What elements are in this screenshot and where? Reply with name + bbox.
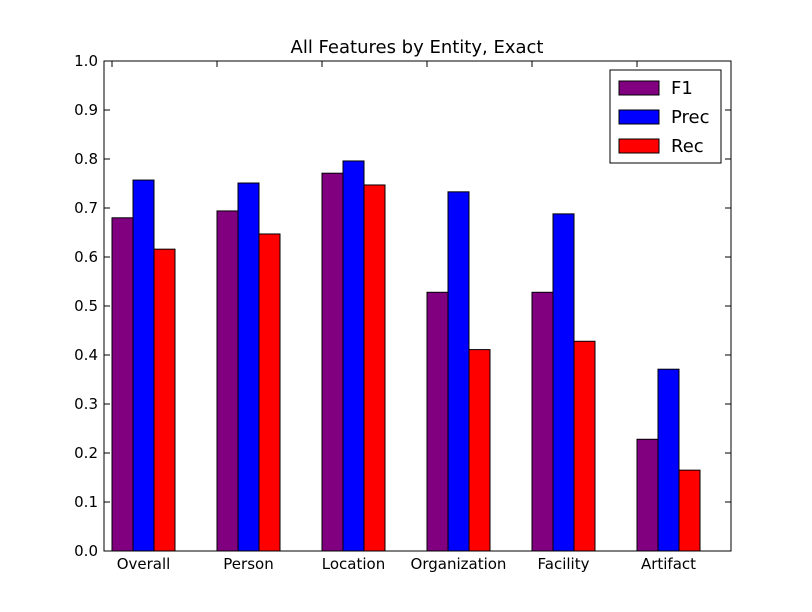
bar-prec-artifact: [657, 368, 680, 552]
bar-f1-person: [216, 210, 239, 552]
y-tick-label: 0.9: [74, 101, 98, 119]
legend-swatch-rec: [618, 138, 660, 154]
bar-prec-location: [342, 160, 365, 552]
bar-prec-overall: [132, 179, 155, 552]
legend: F1 Prec Rec: [609, 69, 722, 164]
legend-swatch-prec: [618, 109, 660, 125]
bar-rec-artifact: [678, 469, 701, 552]
bar-rec-organization: [468, 349, 491, 552]
bar-f1-overall: [111, 217, 134, 552]
y-tick-label: 0.0: [74, 542, 98, 560]
x-tick-label-overall: Overall: [117, 555, 171, 573]
legend-label-prec: Prec: [671, 107, 710, 128]
x-tick-label-organization: Organization: [411, 555, 507, 573]
bars-group: [111, 160, 701, 552]
bar-rec-facility: [573, 340, 596, 552]
bar-prec-organization: [447, 191, 470, 552]
x-tick-label-person: Person: [223, 555, 273, 573]
x-tick-label-artifact: Artifact: [641, 555, 696, 573]
legend-label-rec: Rec: [671, 136, 704, 157]
x-tick-label-facility: Facility: [538, 555, 590, 573]
bar-rec-person: [258, 233, 281, 552]
x-axis: Overall Person Location Organization Facilit…: [111, 61, 696, 573]
plot-frame: [103, 60, 732, 552]
bar-prec-facility: [552, 213, 575, 552]
y-tick-label: 0.5: [74, 297, 98, 315]
chart-title: All Features by Entity, Exact: [291, 37, 544, 58]
legend-swatch-f1: [618, 80, 660, 96]
x-tick-label-location: Location: [322, 555, 385, 573]
y-tick-label: 1.0: [74, 52, 98, 70]
bar-rec-location: [363, 184, 386, 552]
y-tick-label: 0.3: [74, 395, 98, 413]
y-tick-label: 0.8: [74, 150, 98, 168]
bar-f1-organization: [426, 291, 449, 552]
legend-label-f1: F1: [671, 78, 693, 99]
y-tick-label: 0.1: [74, 493, 98, 511]
y-axis: 0.0 0.1 0.2 0.3 0.4 0.5 0.6 0.7 0.8 0.9 1.0: [74, 52, 731, 560]
bar-rec-overall: [153, 248, 176, 552]
bar-f1-facility: [531, 291, 554, 552]
y-tick-label: 0.2: [74, 444, 98, 462]
bar-prec-person: [237, 182, 260, 552]
bar-f1-artifact: [636, 438, 659, 552]
y-tick-label: 0.7: [74, 199, 98, 217]
bar-f1-location: [321, 172, 344, 552]
y-tick-label: 0.6: [74, 248, 98, 266]
y-tick-label: 0.4: [74, 346, 98, 364]
